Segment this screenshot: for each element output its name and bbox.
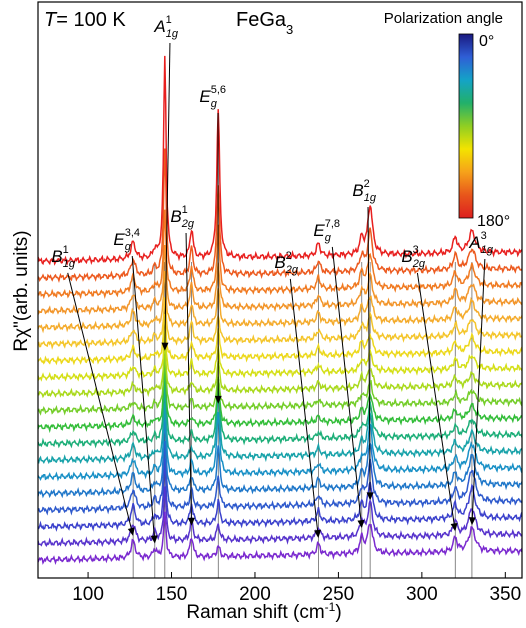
annotation-arrow [164, 42, 171, 344]
peak-annotation: A1g1 [153, 14, 179, 351]
peak-label: Eg5,6 [199, 84, 226, 110]
y-axis-label: Rχ"(arb. units) [11, 230, 32, 351]
peak-label: A1g1 [153, 14, 178, 40]
spectrum-line [38, 297, 522, 350]
peak-annotation: B1g2 [352, 178, 377, 501]
annotation-arrow [131, 255, 155, 537]
colorbar-title: Polarization angle [384, 10, 503, 27]
x-axis-ticks: 100 150 200 250 300 350 [72, 572, 521, 605]
peak-label: B2g3 [401, 244, 425, 270]
arrow-head [161, 342, 169, 351]
peak-annotation: B2g2 [274, 250, 322, 539]
arrow-head [150, 535, 158, 544]
annotation-arrow [367, 206, 371, 494]
spectrum-line [38, 209, 522, 300]
x-tick-label: 100 [72, 584, 104, 605]
arrow-head [468, 517, 476, 526]
peak-label: B1g1 [51, 244, 75, 270]
x-tick-label: 200 [239, 584, 271, 605]
arrow-head [366, 492, 374, 501]
spectrum-line [38, 361, 522, 434]
annotation-arrow [416, 272, 455, 525]
peak-label: B2g2 [274, 250, 298, 276]
spectrum-line [38, 313, 522, 366]
colorbar-top-label: 0° [479, 33, 494, 50]
annotation-arrow [185, 232, 192, 519]
peak-annotation: B2g1 [170, 204, 195, 526]
temperature-label: T= 100 K [44, 9, 126, 31]
compound-label: FeGa3 [236, 9, 293, 37]
peak-annotation: B2g3 [401, 244, 458, 532]
peak-label: B2g1 [170, 204, 194, 230]
peak-annotation: Eg7,8 [313, 218, 365, 529]
arrow-head [314, 529, 322, 539]
peak-label: Eg3,4 [113, 227, 140, 253]
annotation-arrow [331, 246, 362, 522]
peak-annotation: Eg3,4 [113, 227, 158, 544]
arrow-head [127, 527, 135, 536]
spectrum-line [38, 440, 522, 516]
spectrum-line [38, 486, 522, 548]
spectrum-line [38, 458, 522, 532]
peak-annotations: A1g1 Eg5,6 B2g1 Eg3,4 B1g1 B2g2 Eg7,8 B1g2 B2g3 A… [51, 14, 494, 544]
spectrum-line [38, 343, 522, 399]
spectrum-line [38, 55, 522, 266]
annotation-arrow [289, 278, 319, 532]
spectrum-line [38, 270, 522, 334]
x-axis-label: Raman shift (cm-1) [186, 600, 341, 623]
arrow-head [357, 519, 365, 529]
colorbar-bottom-label: 180° [477, 213, 510, 230]
spectrum-line [38, 330, 522, 383]
arrow-head [187, 517, 195, 526]
x-tick-label: 300 [406, 584, 438, 605]
arrow-head [214, 395, 222, 404]
spectrum-line [38, 382, 522, 465]
peak-annotation: Eg5,6 [199, 84, 226, 404]
spectrum-line [38, 419, 522, 499]
annotation-arrow [471, 258, 486, 519]
peak-label: Eg7,8 [313, 218, 340, 244]
peak-annotation: B1g1 [51, 244, 135, 536]
spectra-series [38, 55, 522, 566]
spectrum-line [38, 403, 522, 482]
peak-label: B1g2 [352, 178, 376, 204]
plot-frame [37, 1, 523, 579]
spectrum-line [38, 355, 522, 416]
spectrum-line [38, 511, 522, 566]
arrow-head [450, 522, 458, 532]
x-tick-label: 150 [156, 584, 188, 605]
x-tick-label: 250 [323, 584, 355, 605]
peak-annotation: A1g3 [468, 230, 494, 526]
x-tick-label: 350 [489, 584, 521, 605]
peak-label: A1g3 [468, 230, 493, 256]
spectrum-line [38, 148, 522, 284]
colorbar [458, 33, 474, 219]
annotation-arrow [67, 272, 132, 530]
spectrum-line [38, 244, 522, 316]
